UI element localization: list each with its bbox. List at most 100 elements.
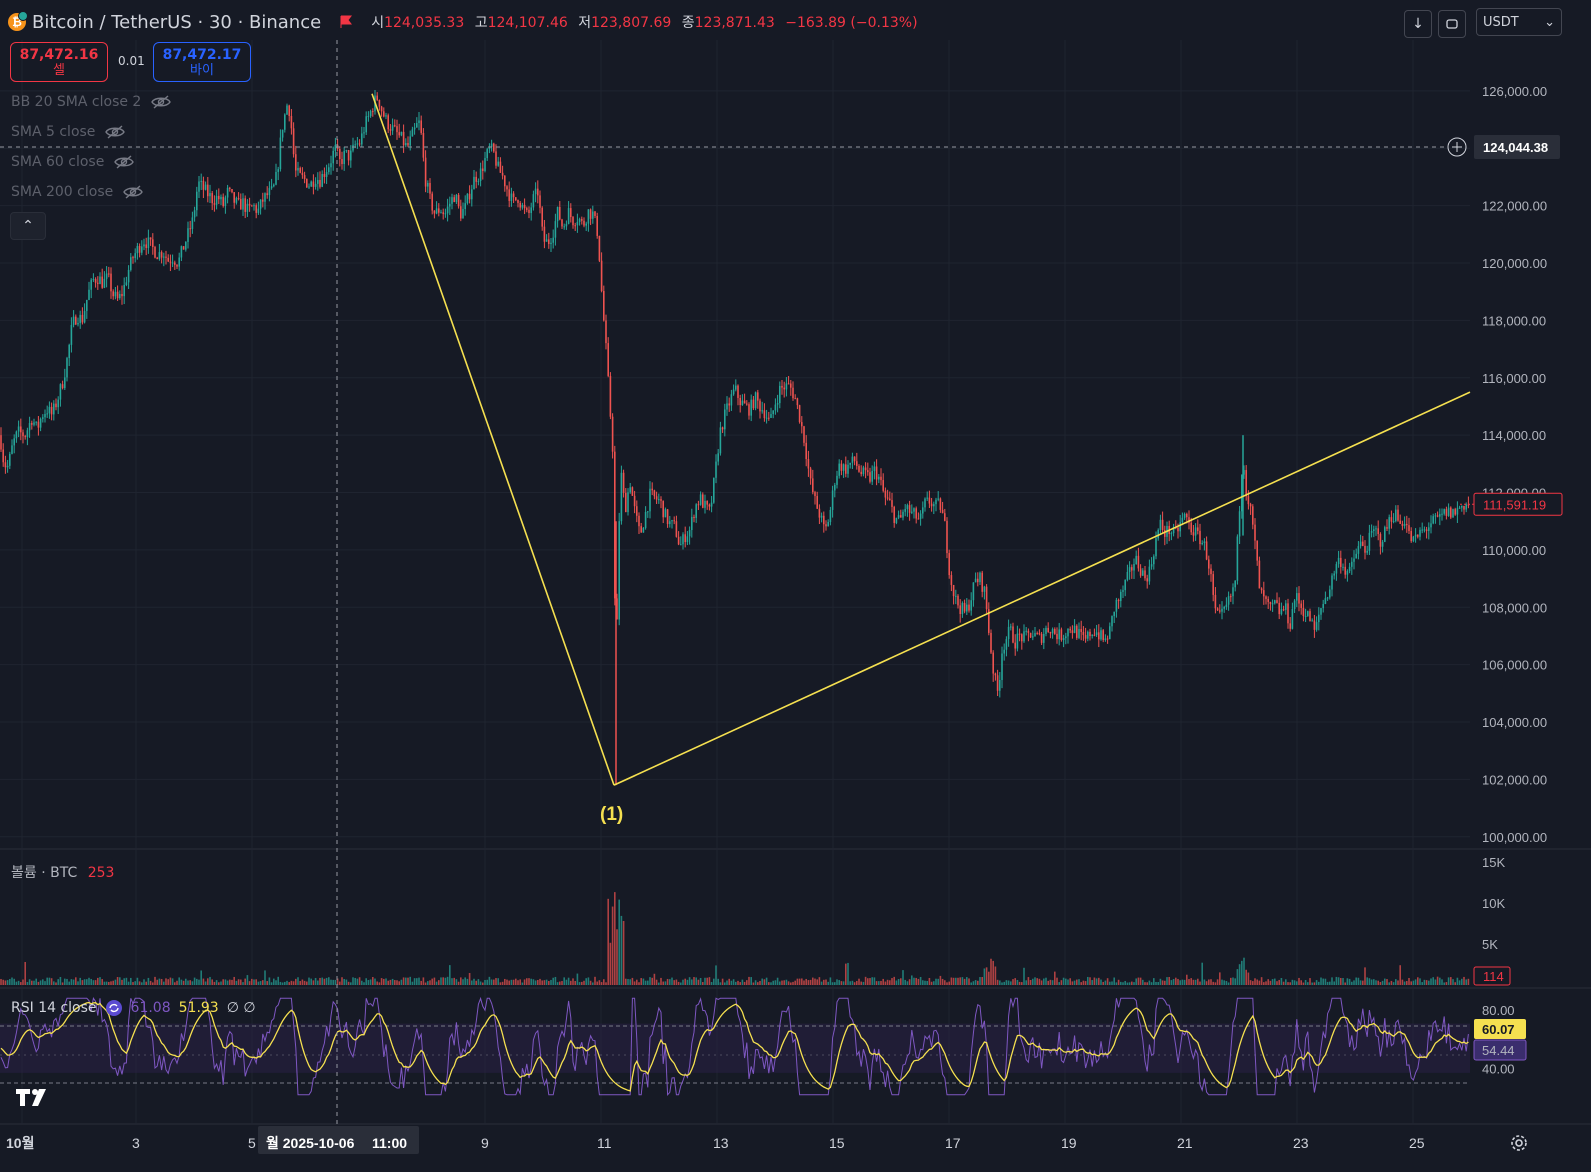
candle-body (688, 530, 691, 537)
replay-button[interactable] (1438, 10, 1466, 38)
sell-button[interactable]: 87,472.16 셀 (10, 42, 108, 82)
candle-body (1386, 527, 1388, 529)
candle-body (306, 178, 308, 188)
indicator-sma5[interactable]: SMA 5 close (11, 124, 126, 140)
volume-bar (858, 978, 860, 985)
crosshair-price-label: 124,044.38 (1483, 140, 1548, 155)
volume-bar (1029, 979, 1032, 985)
volume-bar (1038, 978, 1041, 985)
volume-bar (24, 961, 26, 985)
candle-body (1245, 470, 1247, 497)
volume-bar (310, 978, 312, 985)
volume-bar (1073, 980, 1076, 985)
candle-body (385, 115, 387, 117)
volume-bar (1282, 981, 1285, 985)
volume-label: 볼륨 · BTC (11, 865, 78, 881)
candle-body (149, 237, 152, 240)
volume-bar (917, 978, 920, 985)
candle-body (1095, 632, 1098, 636)
candle-body (290, 115, 293, 129)
currency-select[interactable]: USDT ⌄ (1476, 8, 1562, 36)
volume-legend[interactable]: 볼륨 · BTC 253 (11, 862, 114, 882)
eye-hidden-icon[interactable] (123, 185, 144, 199)
volume-bar (416, 978, 418, 985)
last-price-box (1473, 492, 1563, 516)
candle-body (1300, 603, 1302, 608)
candle-body (105, 273, 108, 279)
volume-bar (281, 982, 284, 985)
candle-body (660, 499, 662, 501)
volume-bar (948, 981, 950, 985)
close-value: 123,871.43 (694, 15, 775, 31)
candle-body (123, 285, 125, 297)
candle-body (510, 193, 513, 201)
candle-body (779, 385, 781, 404)
buy-button[interactable]: 87,472.17 바이 (153, 42, 251, 82)
volume-bar (526, 978, 528, 985)
volume-bar (42, 979, 44, 985)
symbol-title[interactable]: Bitcoin / TetherUS · 30 · Binance (32, 11, 322, 33)
download-button[interactable]: ↓ (1404, 10, 1432, 38)
candle-body (273, 184, 275, 187)
volume-bar (862, 981, 865, 985)
candle-body (922, 507, 924, 514)
candle-body (1331, 575, 1333, 590)
candle-body (1291, 609, 1294, 629)
candle-body (1214, 594, 1217, 609)
time-tick-label: 10월 (6, 1135, 34, 1151)
candle-body (772, 410, 774, 415)
crosshair-price-box (1474, 135, 1560, 160)
volume-bar (801, 978, 803, 985)
volume-bar (402, 977, 405, 985)
tradingview-logo-icon[interactable] (14, 1086, 52, 1108)
candle-body (321, 173, 323, 187)
volume-bar (809, 979, 812, 985)
volume-bar (303, 980, 306, 985)
volume-bar (163, 981, 165, 985)
candle-body (728, 403, 730, 406)
collapse-legend-button[interactable]: ⌃ (10, 212, 46, 240)
candle-body (187, 228, 189, 242)
eye-hidden-icon[interactable] (151, 95, 172, 109)
volume-bar (1417, 977, 1419, 985)
candle-body (86, 299, 88, 312)
volume-bar (741, 979, 744, 985)
candle-body (979, 572, 981, 583)
candle-body (682, 534, 684, 545)
flag-icon[interactable] (339, 15, 353, 29)
rsi-legend[interactable]: RSI 14 close 61.08 51.93 ∅ ∅ (11, 999, 256, 1017)
volume-bar (501, 981, 504, 985)
volume-bar (966, 977, 968, 985)
candle-body (90, 279, 92, 290)
indicator-sma60[interactable]: SMA 60 close (11, 154, 135, 170)
candle-body (160, 252, 163, 258)
volume-bar (675, 979, 678, 985)
indicator-bb[interactable]: BB 20 SMA close 2 (11, 94, 172, 110)
candle-body (666, 509, 669, 525)
eye-hidden-icon[interactable] (114, 155, 135, 169)
candle-body (169, 261, 172, 263)
candle-body (1227, 596, 1230, 605)
candle-body (354, 144, 356, 146)
volume-bar (99, 977, 101, 985)
volume-bar (779, 981, 781, 985)
candle-body (484, 158, 486, 171)
candle-body (985, 586, 988, 610)
volume-value: 253 (87, 865, 115, 881)
volume-bar (576, 973, 579, 985)
volume-bar (600, 982, 603, 985)
eye-hidden-icon[interactable] (105, 125, 126, 139)
time-tick-label: 5 (248, 1135, 256, 1151)
candle-body (457, 194, 460, 207)
price-tick-label: 122,000.00 (1482, 199, 1547, 214)
volume-bar (614, 892, 616, 985)
candle-body (391, 125, 394, 131)
volume-bar (1351, 981, 1353, 985)
volume-last-label: 114 (1483, 969, 1504, 984)
sync-icon[interactable] (105, 999, 123, 1017)
settings-gear-icon[interactable] (1508, 1132, 1530, 1154)
indicator-sma200[interactable]: SMA 200 close (11, 184, 144, 200)
volume-bar (442, 977, 444, 985)
candle-body (1320, 608, 1322, 615)
